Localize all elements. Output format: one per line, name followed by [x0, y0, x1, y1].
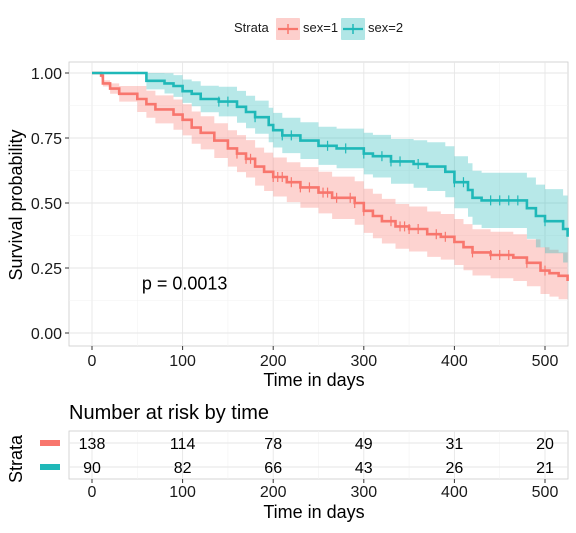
risk-table-gridlines [69, 431, 568, 479]
p-value-annotation: p = 0.0013 [142, 274, 228, 294]
risk-cell: 21 [536, 460, 554, 477]
risk-cell: 66 [264, 460, 282, 477]
legend-key-sex2 [341, 18, 365, 40]
confidence-band-sex1 [92, 73, 568, 305]
risk-cell: 31 [446, 436, 464, 453]
legend-key-sex1 [276, 18, 300, 40]
x-tick-label: 0 [88, 353, 97, 370]
risk-cell: 138 [79, 436, 106, 453]
risk-table-x-ticks: 0 100 200 300 400 500 [88, 479, 559, 501]
risk-x-tick-label: 500 [532, 484, 559, 501]
risk-strata-key-sex2 [40, 464, 60, 470]
risk-cell: 90 [83, 460, 101, 477]
risk-table-title: Number at risk by time [69, 402, 269, 424]
y-axis-label: Survival probability [6, 129, 26, 280]
survival-plot: 0.00 0.25 0.50 0.75 1.00 0 100 200 300 400 500 p … [6, 61, 569, 390]
risk-table: Number at risk by time 138 114 78 49 31 20 90 8… [6, 402, 569, 522]
legend-label-sex1: sex=1 [303, 20, 338, 35]
legend: Strata sex=1 sex=2 [234, 18, 403, 40]
x-tick-label: 300 [350, 353, 377, 370]
risk-cell: 26 [446, 460, 464, 477]
risk-x-tick-label: 400 [441, 484, 468, 501]
risk-cell: 114 [170, 436, 196, 453]
legend-title: Strata [234, 20, 269, 35]
risk-x-tick-label: 300 [350, 484, 377, 501]
y-tick-label: 0.50 [31, 196, 62, 213]
risk-cell: 49 [355, 436, 373, 453]
plot-gridlines [69, 62, 568, 346]
risk-cell: 43 [355, 460, 373, 477]
censor-marks [218, 96, 546, 276]
risk-x-tick-label: 200 [260, 484, 287, 501]
risk-cell: 82 [174, 460, 192, 477]
x-axis-ticks: 0 100 200 300 400 500 [88, 346, 559, 370]
x-axis-label: Time in days [263, 370, 364, 390]
x-tick-label: 500 [532, 353, 559, 370]
x-tick-label: 200 [260, 353, 287, 370]
risk-x-tick-label: 100 [169, 484, 196, 501]
risk-table-x-label: Time in days [263, 502, 364, 522]
confidence-bands [92, 73, 568, 305]
risk-x-tick-label: 0 [88, 484, 97, 501]
y-tick-label: 1.00 [31, 66, 62, 83]
survival-curve-sex2 [92, 71, 569, 237]
risk-table-y-label: Strata [6, 434, 26, 483]
risk-table-strata-keys [40, 440, 60, 470]
risk-strata-key-sex1 [40, 440, 60, 446]
y-tick-label: 0.00 [31, 326, 62, 343]
legend-label-sex2: sex=2 [368, 20, 403, 35]
confidence-band-sex2 [92, 73, 568, 271]
y-tick-label: 0.25 [31, 261, 62, 278]
risk-table-cells: 138 114 78 49 31 20 90 82 66 43 26 21 [79, 436, 554, 477]
risk-cell: 78 [264, 436, 282, 453]
x-tick-label: 400 [441, 353, 468, 370]
risk-cell: 20 [536, 436, 554, 453]
y-axis-ticks: 0.00 0.25 0.50 0.75 1.00 [31, 66, 69, 343]
y-tick-label: 0.75 [31, 131, 62, 148]
x-tick-label: 100 [169, 353, 196, 370]
